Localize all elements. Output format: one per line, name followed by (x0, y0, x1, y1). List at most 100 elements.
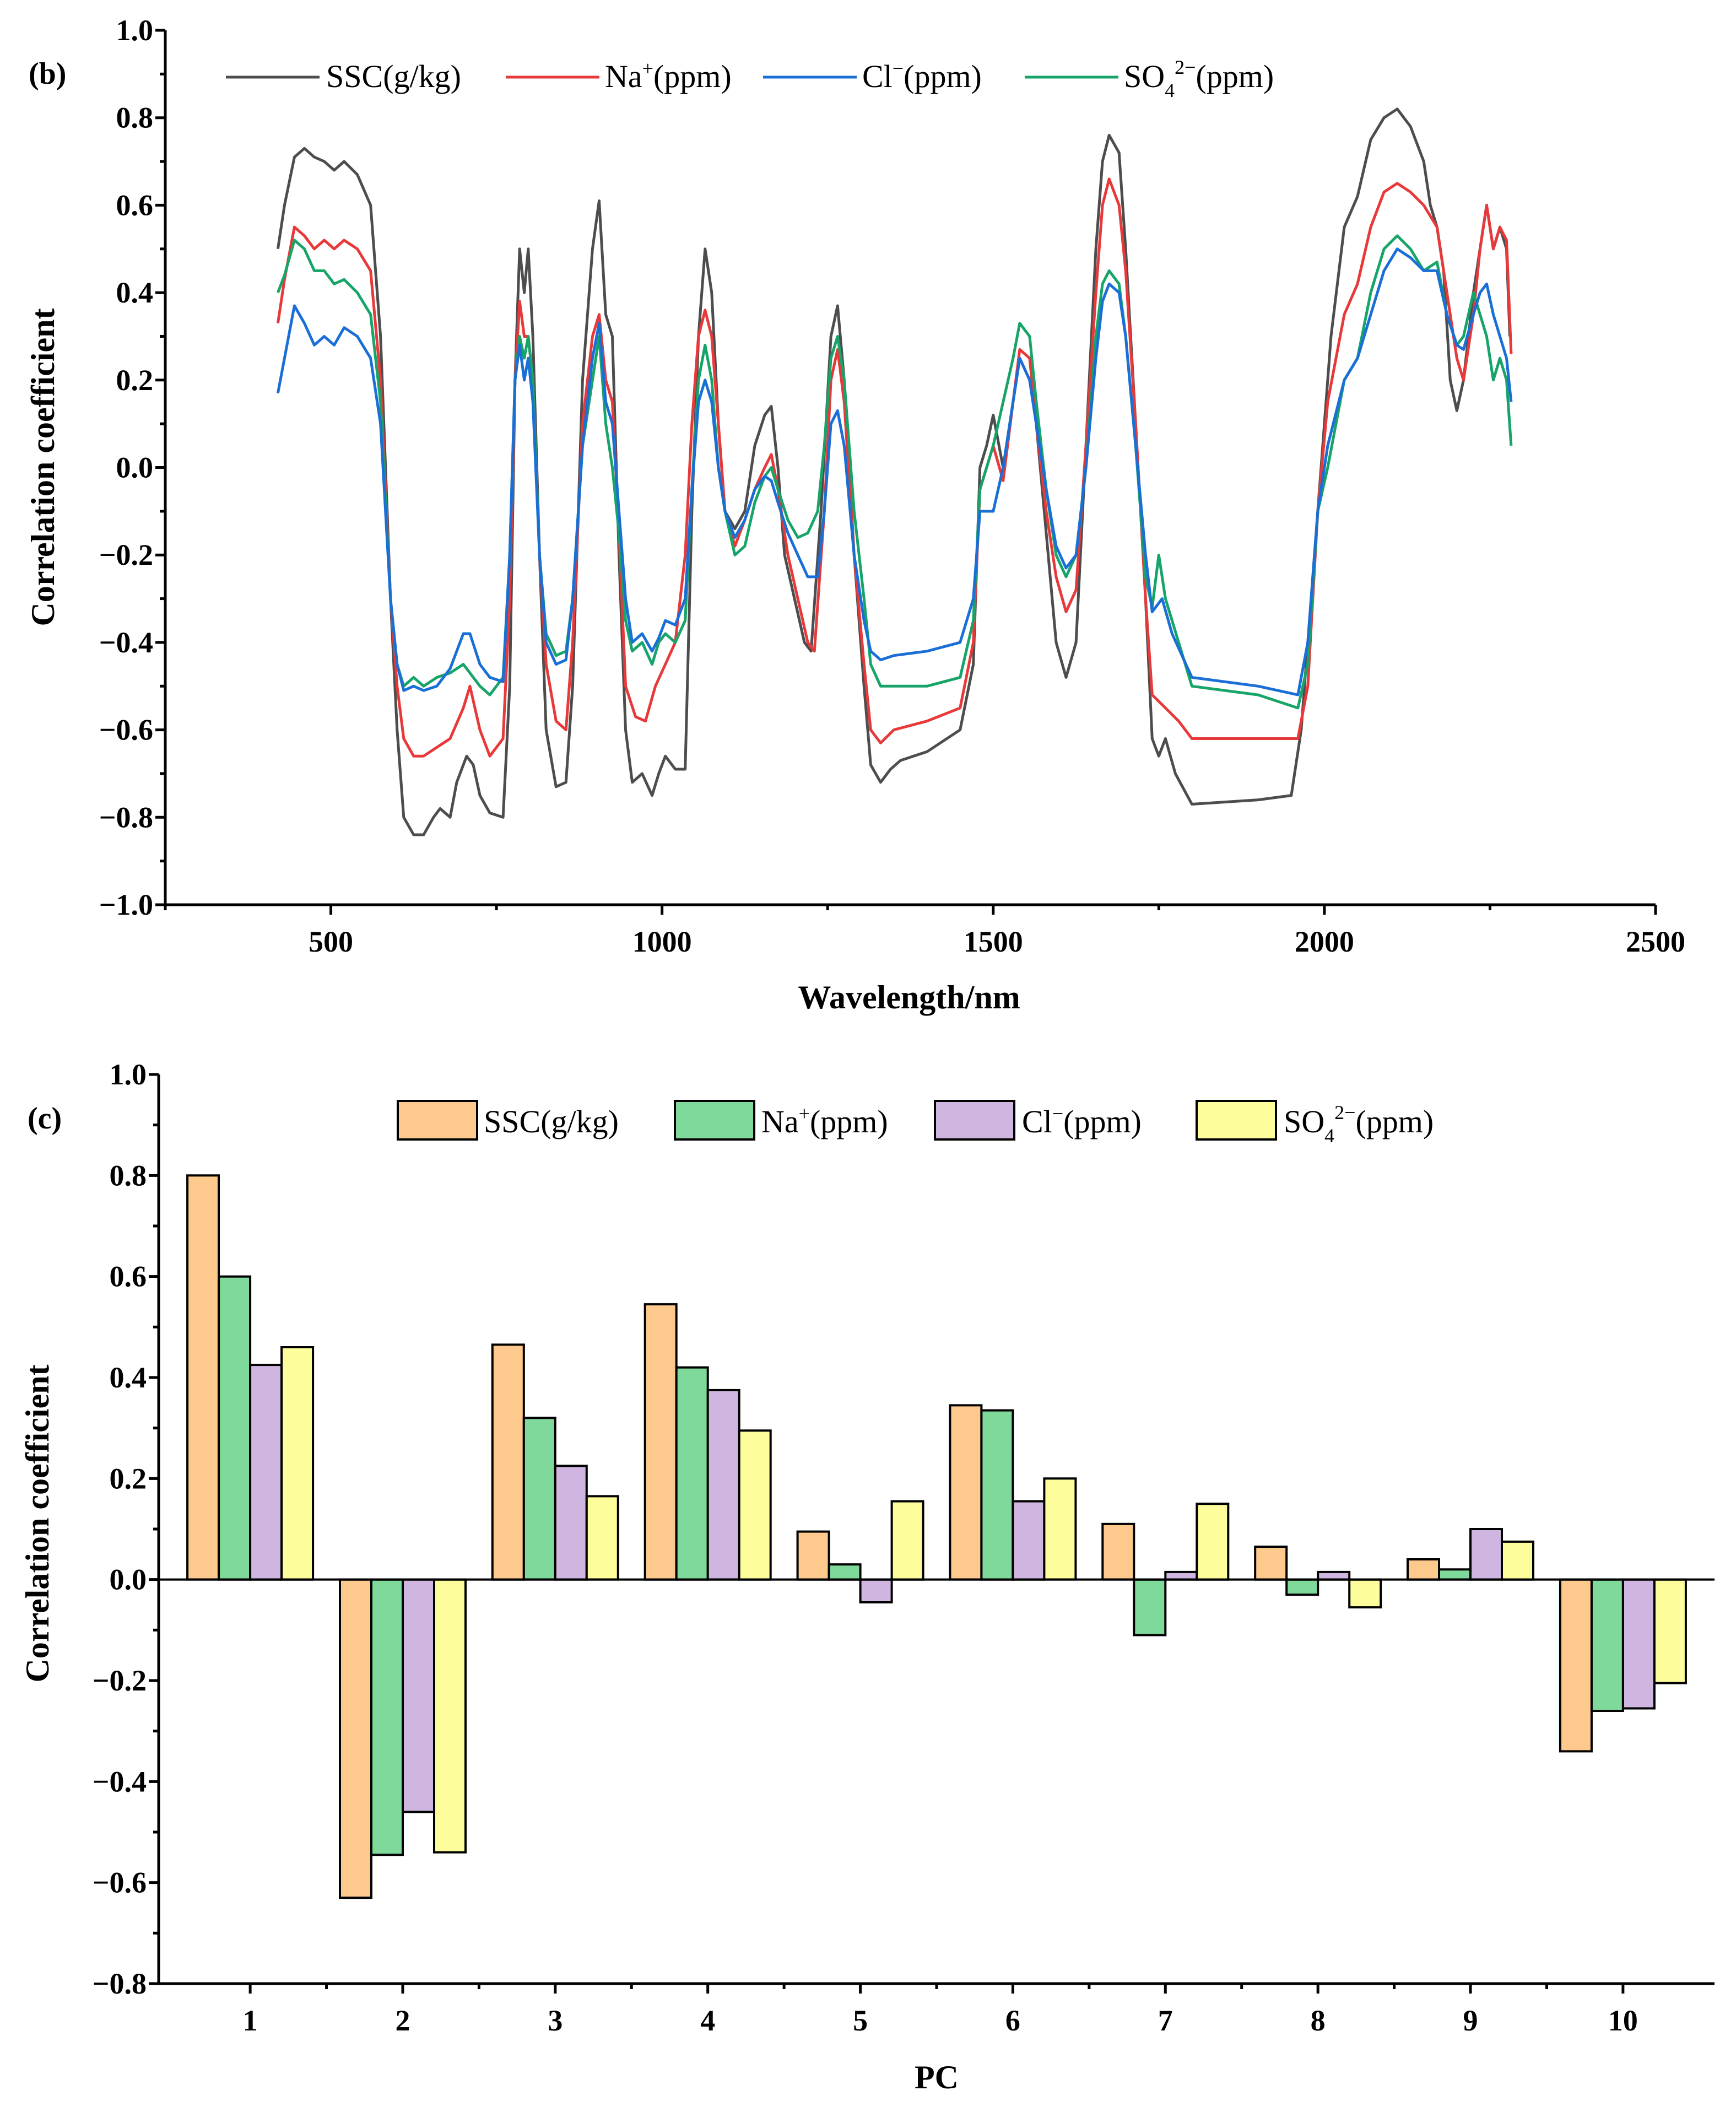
bar-3-3 (738, 1429, 772, 1581)
panel-label-b: (b) (29, 57, 66, 91)
y-tick-label: 0.6 (116, 188, 154, 222)
y-axis-title: Correlation coefficient (25, 308, 61, 626)
y-axis-title: Correlation coefficient (19, 1364, 56, 1682)
y-tick-label: −0.2 (93, 1664, 147, 1697)
legend-swatch-so4 (1196, 1100, 1277, 1141)
y-tick-label: 0.2 (110, 1462, 147, 1495)
bar-3-7 (1348, 1578, 1382, 1609)
y-tick-label: −0.4 (93, 1765, 147, 1798)
bar-3-9 (1653, 1578, 1687, 1684)
bar-2-8 (1469, 1528, 1503, 1581)
bar-2-6 (1164, 1570, 1198, 1581)
x-ticks: 1 2 3 4 5 6 7 8 9 10 (243, 1984, 1638, 2037)
bar-0-4 (796, 1530, 830, 1581)
y-ticks: −0.8 −0.6 −0.4 −0.2 0.0 0.2 0.4 0.6 0.8 1.0 (93, 1058, 159, 2000)
bar-0-8 (1407, 1558, 1440, 1581)
bar-1-4 (828, 1563, 862, 1581)
bar-2-3 (706, 1389, 740, 1581)
bar-2-9 (1621, 1578, 1656, 1710)
bar-3-8 (1501, 1540, 1534, 1581)
x-tick-label: 1000 (632, 925, 692, 958)
legend-label-so4: SO42−(ppm) (1284, 1101, 1434, 1147)
bar-0-0 (186, 1174, 220, 1581)
bar-3-4 (890, 1500, 924, 1581)
bar-3-2 (585, 1495, 619, 1581)
bar-plot-area (159, 1174, 1715, 1899)
bar-0-2 (491, 1343, 525, 1581)
bar-2-5 (1012, 1500, 1046, 1581)
y-tick-label: −0.6 (93, 1866, 147, 1899)
bar-2-1 (402, 1578, 435, 1813)
bar-1-5 (980, 1409, 1014, 1581)
bar-2-7 (1317, 1570, 1351, 1581)
bar-0-7 (1254, 1546, 1288, 1581)
bar-3-6 (1196, 1503, 1230, 1581)
line-chart-panel: (b) −1.0 −0.8 −0.6 −0.4 −0.2 0.0 0.2 0.4 0.6 0.8 1… (25, 14, 1685, 1016)
x-tick-label: 7 (1158, 2004, 1173, 2037)
x-tick-label: 1500 (964, 925, 1023, 958)
bar-2-0 (249, 1364, 283, 1581)
x-ticks: 500 1000 1500 2000 2500 (164, 905, 1685, 958)
x-tick-label: 500 (309, 925, 353, 958)
x-tick-label: 9 (1463, 2004, 1478, 2037)
bar-1-7 (1285, 1578, 1319, 1596)
x-tick-label: 1 (243, 2004, 258, 2037)
y-tick-label: −0.2 (99, 538, 153, 571)
bar-0-1 (339, 1578, 372, 1899)
x-tick-label: 3 (548, 2004, 563, 2037)
legend-label-ssc: SSC(g/kg) (484, 1104, 619, 1139)
y-tick-label: 0.0 (110, 1563, 147, 1596)
legend-swatch-ssc (397, 1100, 478, 1141)
y-tick-label: 0.8 (116, 101, 154, 134)
x-tick-label: 2 (395, 2004, 410, 2037)
x-tick-label: 2500 (1626, 925, 1685, 958)
bar-1-0 (218, 1275, 252, 1581)
x-tick-label: 8 (1311, 2004, 1326, 2037)
y-tick-label: 1.0 (116, 14, 154, 47)
line-plot-area (276, 107, 1513, 836)
y-tick-label: −1.0 (99, 888, 153, 921)
bar-0-9 (1559, 1578, 1593, 1753)
y-tick-label: 0.0 (116, 451, 154, 484)
y-tick-label: −0.6 (99, 714, 153, 747)
bar-3-5 (1043, 1477, 1077, 1581)
legend-swatch-cl (934, 1100, 1015, 1141)
y-tick-label: 0.8 (110, 1159, 147, 1192)
x-tick-label: 5 (853, 2004, 868, 2037)
legend: SSC(g/kg) Na+(ppm) Cl−(ppm) SO42−(ppm) (397, 1100, 1434, 1147)
bar-2-2 (554, 1465, 588, 1581)
panel-label-c: (c) (28, 1101, 62, 1136)
y-tick-label: 1.0 (110, 1058, 147, 1091)
bar-0-3 (643, 1303, 678, 1581)
bar-3-0 (280, 1346, 315, 1581)
legend-label-na: Na+(ppm) (605, 57, 732, 94)
legend-label-so4: SO42−(ppm) (1124, 56, 1274, 101)
legend-label-ssc: SSC(g/kg) (326, 58, 461, 94)
bar-0-5 (949, 1404, 983, 1581)
bar-1-2 (522, 1417, 556, 1581)
x-tick-label: 6 (1005, 2004, 1020, 2037)
bar-1-3 (675, 1366, 709, 1581)
legend-label-cl: Cl−(ppm) (1022, 1103, 1142, 1139)
legend: SSC(g/kg) Na+(ppm) Cl−(ppm) SO42−(ppm) (226, 56, 1274, 101)
y-tick-label: 0.4 (116, 276, 154, 309)
bar-2-4 (859, 1578, 893, 1603)
y-tick-label: 0.4 (110, 1361, 147, 1394)
y-tick-label: −0.8 (93, 1967, 147, 2000)
legend-label-na: Na+(ppm) (761, 1103, 888, 1139)
bar-1-1 (370, 1578, 404, 1856)
x-tick-label: 4 (700, 2004, 715, 2037)
bar-1-8 (1438, 1568, 1472, 1581)
bar-0-6 (1101, 1522, 1135, 1581)
x-axis-title: Wavelength/nm (798, 979, 1020, 1016)
x-tick-label: 10 (1608, 2004, 1638, 2037)
series-line-1 (276, 177, 1513, 758)
bar-1-6 (1133, 1578, 1167, 1636)
x-tick-label: 2000 (1295, 925, 1354, 958)
y-tick-label: 0.6 (110, 1260, 147, 1293)
legend-swatch-na (674, 1100, 755, 1141)
y-tick-label: −0.8 (99, 801, 153, 834)
y-tick-label: −0.4 (99, 626, 153, 659)
legend-label-cl: Cl−(ppm) (862, 57, 982, 94)
